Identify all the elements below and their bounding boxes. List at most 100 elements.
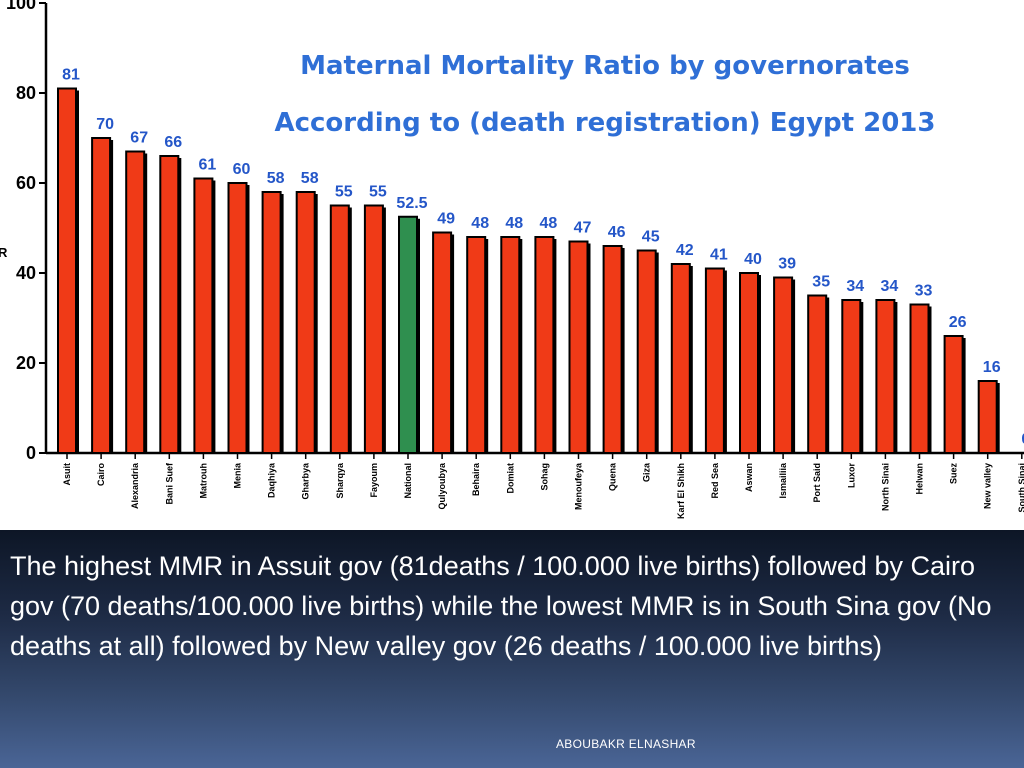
bar <box>329 204 350 454</box>
bar <box>500 236 521 454</box>
category-label: Sharqya <box>335 462 345 499</box>
chart-bars <box>57 87 1023 459</box>
bar <box>295 191 316 454</box>
y-tick-label: 40 <box>16 263 36 283</box>
category-label: Port Said <box>812 463 822 503</box>
bar <box>602 245 623 454</box>
value-label: 42 <box>676 242 694 259</box>
bar <box>363 204 384 454</box>
category-label: Qulyoubya <box>437 462 447 510</box>
category-label: Red Sea <box>710 462 720 499</box>
value-label: 40 <box>744 251 762 268</box>
bar <box>159 155 180 454</box>
bar <box>568 240 589 454</box>
bar <box>977 380 998 454</box>
category-label: Fayoum <box>369 463 379 498</box>
category-label: Gharbya <box>301 462 311 500</box>
caption-panel: The highest MMR in Assuit gov (81deaths … <box>0 530 1024 768</box>
bar <box>841 299 862 454</box>
value-label: 26 <box>949 314 967 331</box>
category-label: Menoufeya <box>574 462 584 510</box>
value-label: 48 <box>505 215 523 232</box>
value-label: 52.5 <box>396 195 427 212</box>
value-label: 0 <box>1021 431 1024 448</box>
value-label: 39 <box>778 256 796 273</box>
value-label: 61 <box>199 157 217 174</box>
bar <box>227 182 248 454</box>
category-label: Giza <box>642 462 652 482</box>
bar-chart: 0 20 40 60 80 100 81 70 67 66 61 60 58 58 55 55 52.5 49 4… <box>0 0 1024 519</box>
category-label: Menia <box>233 462 243 489</box>
category-label: Daqhiya <box>267 462 277 498</box>
value-label: 60 <box>233 161 251 178</box>
value-label: 46 <box>608 224 626 241</box>
category-label: North Sinai <box>880 463 890 511</box>
category-label: Matrouh <box>198 463 208 499</box>
author-footer: ABOUBAKR ELNASHAR <box>556 737 696 751</box>
y-axis-label: R <box>0 245 8 260</box>
bar <box>432 231 453 454</box>
value-label: 33 <box>915 283 933 300</box>
bar <box>909 303 930 454</box>
category-label: Cairo <box>96 463 106 487</box>
bar <box>739 272 759 454</box>
value-label: 41 <box>710 247 728 264</box>
value-label: 81 <box>62 67 80 84</box>
bar <box>57 87 77 454</box>
y-tick-label: 0 <box>26 443 36 463</box>
bar <box>91 137 112 454</box>
chart-category-labels: Asuit Cairo Alexandria Bani Suef Matrouh Meni… <box>62 462 1024 519</box>
value-label: 67 <box>130 130 148 147</box>
chart-value-labels: 81 70 67 66 61 60 58 58 55 55 52.5 49 48 48 48 47 46 45 42… <box>62 67 1024 449</box>
caption-text: The highest MMR in Assuit gov (81deaths … <box>10 551 992 661</box>
bar <box>875 299 896 454</box>
value-label: 66 <box>164 134 182 151</box>
value-label: 34 <box>881 278 899 295</box>
bar <box>704 267 725 454</box>
bar <box>943 335 964 454</box>
bar <box>807 294 828 454</box>
chart-area: 0 20 40 60 80 100 81 70 67 66 61 60 58 58 55 55 52.5 49 4… <box>0 0 1024 520</box>
category-label: Behaira <box>471 462 481 496</box>
bar <box>670 263 691 454</box>
chart-subtitle: According to (death registration) Egypt … <box>274 108 935 138</box>
value-label: 70 <box>96 116 114 133</box>
bar <box>636 249 657 454</box>
category-label: National <box>403 463 413 499</box>
value-label: 48 <box>540 215 558 232</box>
category-label: Luxor <box>846 463 856 488</box>
bar <box>398 215 418 454</box>
value-label: 34 <box>846 278 864 295</box>
value-label: 49 <box>437 211 455 228</box>
category-label: South Sinai <box>1017 463 1024 513</box>
value-label: 16 <box>983 359 1001 376</box>
bar <box>125 150 146 454</box>
category-label: Suez <box>949 463 959 485</box>
value-label: 35 <box>812 274 830 291</box>
bar <box>261 191 282 454</box>
category-label: Ismailiia <box>778 462 788 499</box>
value-label: 47 <box>574 220 592 237</box>
y-tick-label: 100 <box>6 0 36 13</box>
value-label: 48 <box>471 215 489 232</box>
value-label: 55 <box>369 184 387 201</box>
category-label: Bani Suef <box>164 462 174 505</box>
y-tick-label: 20 <box>16 353 36 373</box>
category-label: Karf El Shikh <box>676 463 686 519</box>
value-label: 45 <box>642 229 660 246</box>
category-label: Quena <box>608 462 618 491</box>
category-label: Helwan <box>915 463 925 495</box>
y-tick-label: 80 <box>16 83 36 103</box>
y-tick-label: 60 <box>16 173 36 193</box>
bar <box>534 236 555 454</box>
category-label: Alexandria <box>130 462 140 509</box>
value-label: 58 <box>301 170 319 187</box>
bar <box>773 276 794 454</box>
value-label: 55 <box>335 184 353 201</box>
category-label: Sohag <box>539 463 549 491</box>
bar <box>466 236 487 454</box>
category-label: Aswan <box>744 463 754 492</box>
chart-title: Maternal Mortality Ratio by governorates <box>300 51 910 81</box>
bar <box>193 177 214 454</box>
category-label: New valley <box>983 463 993 509</box>
